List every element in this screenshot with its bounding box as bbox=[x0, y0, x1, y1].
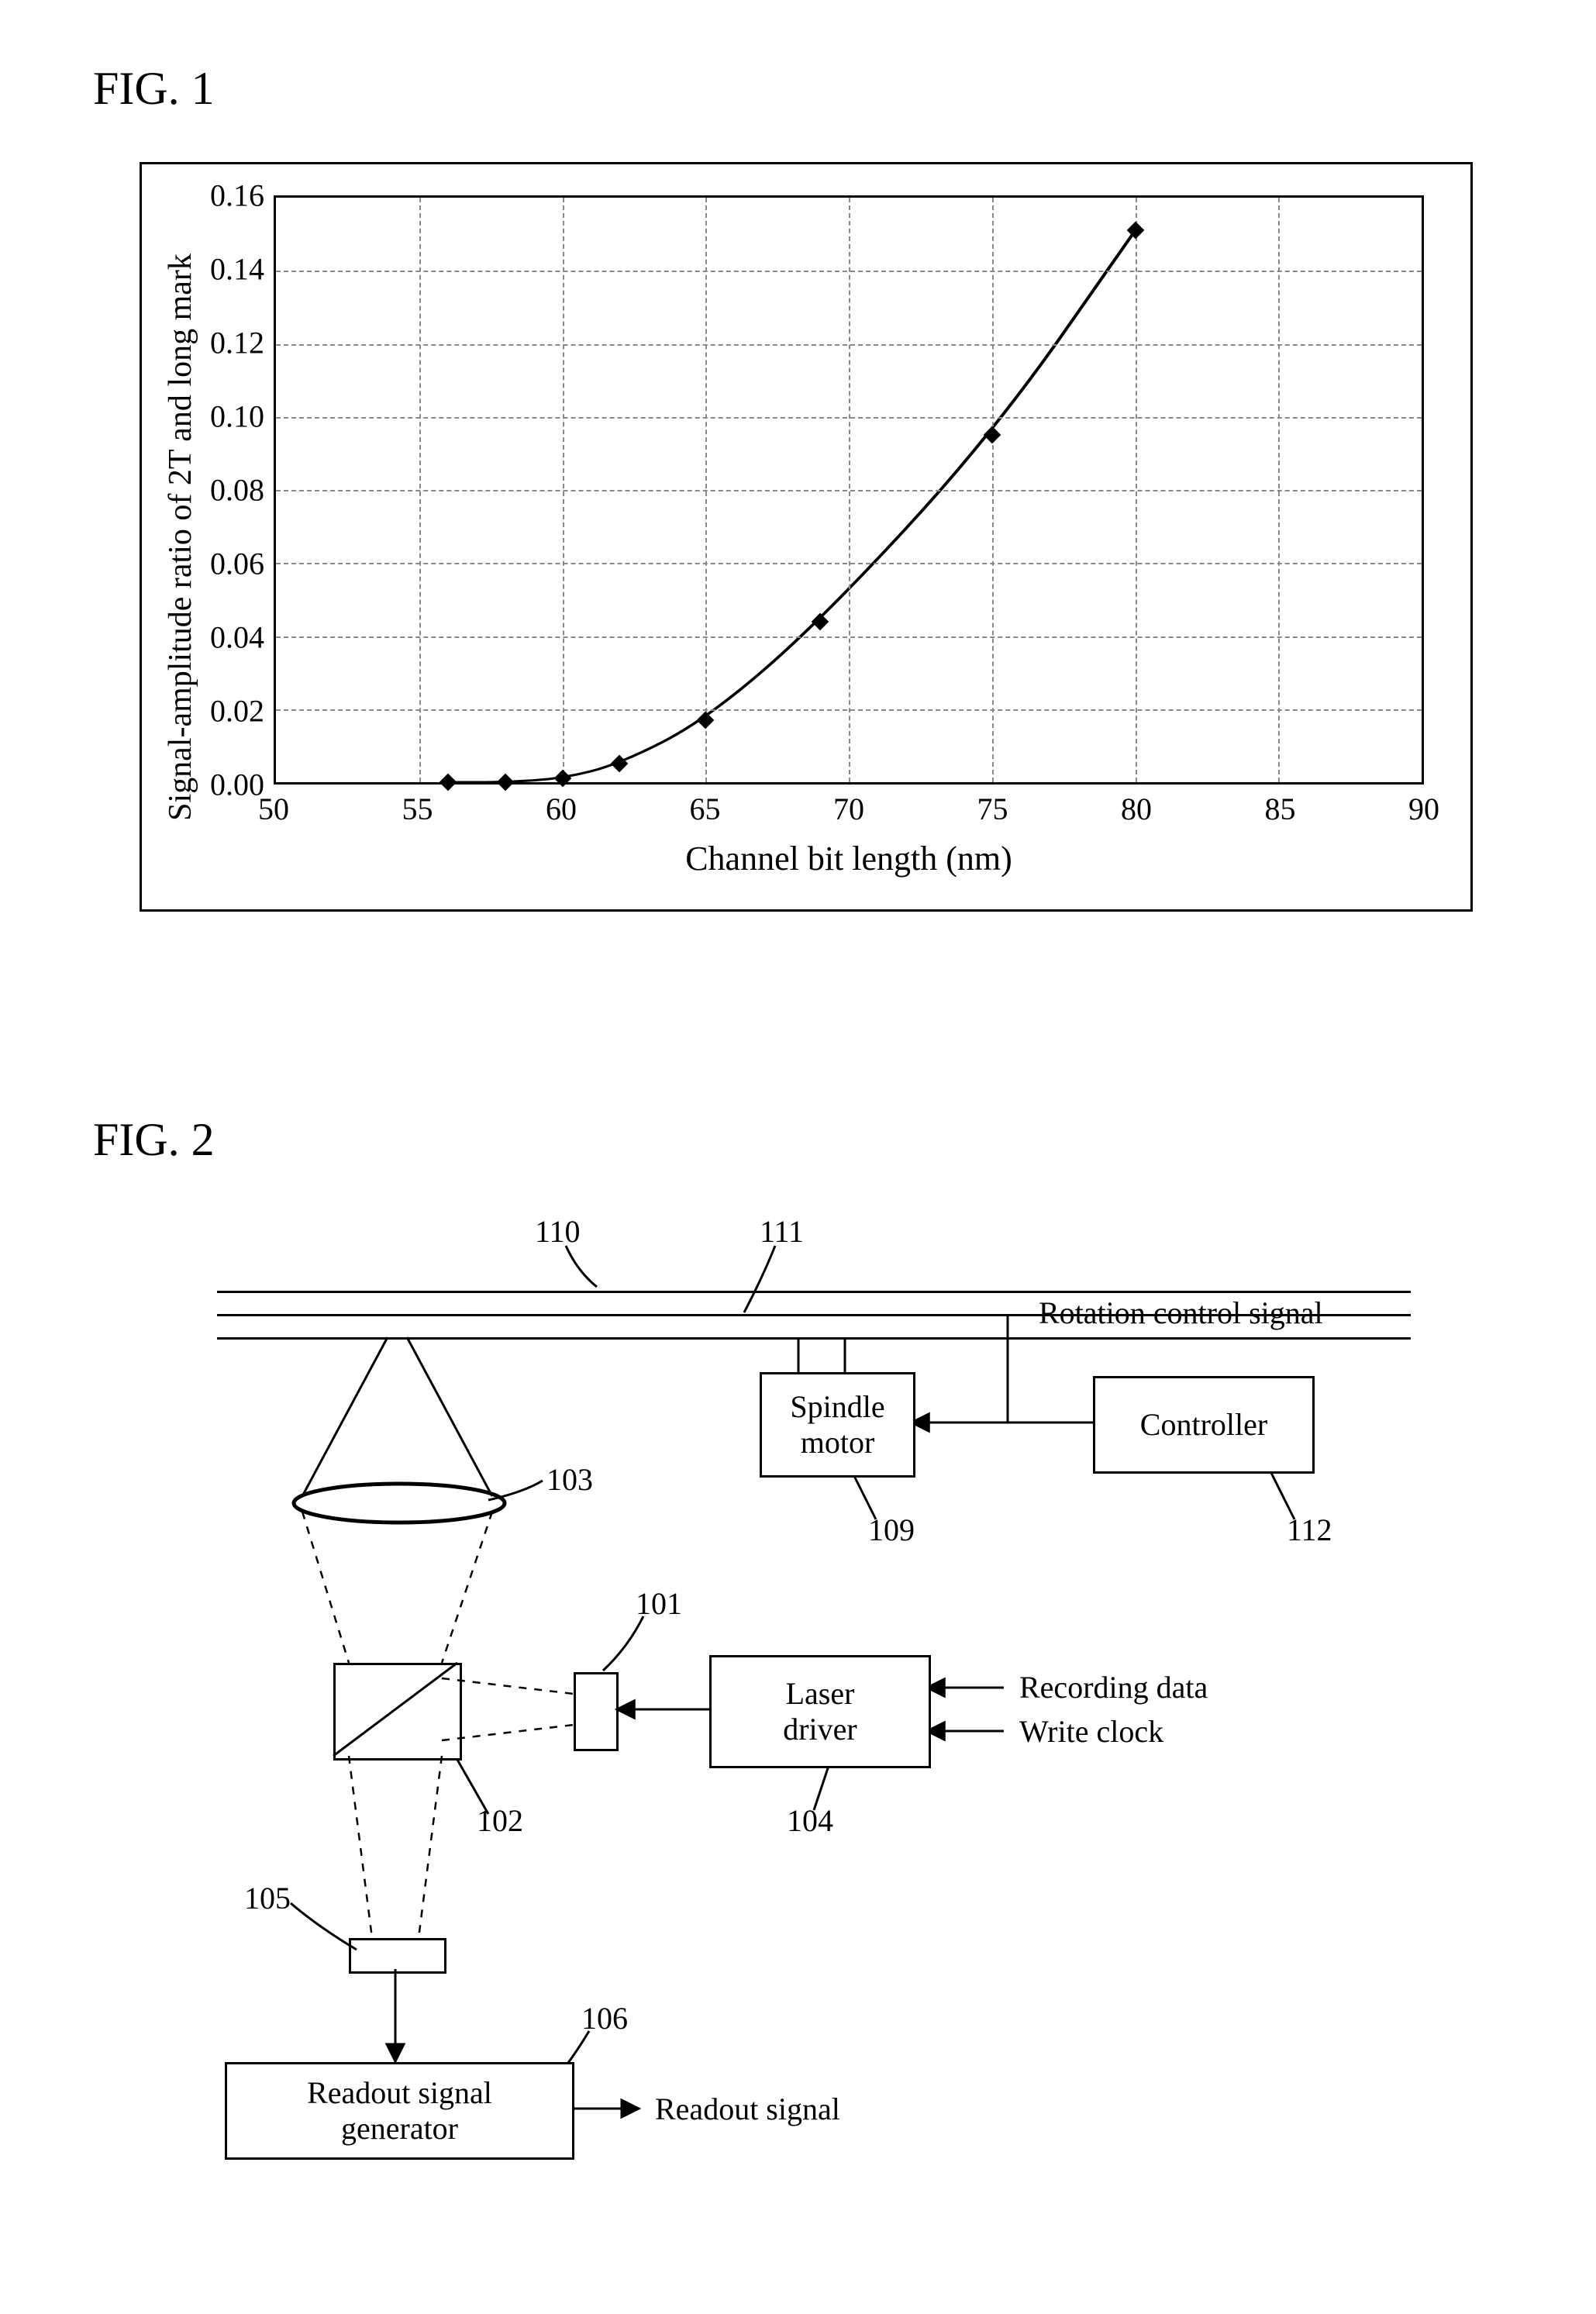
page: FIG. 1 Signal-amplitude ratio of 2T and … bbox=[0, 0, 1596, 2314]
x-axis-label: Channel bit length (nm) bbox=[274, 839, 1424, 878]
gridline-v bbox=[419, 198, 421, 782]
y-ticks: 0.000.020.040.060.080.100.120.140.16 bbox=[196, 195, 274, 785]
y-axis-label: Signal-amplitude ratio of 2T and long ma… bbox=[162, 253, 199, 821]
x-tick-label: 75 bbox=[977, 791, 1008, 827]
ref-111: 111 bbox=[760, 1213, 804, 1250]
recording-data-label: Recording data bbox=[1019, 1669, 1208, 1705]
gridline-v bbox=[1136, 198, 1137, 782]
x-tick-label: 60 bbox=[546, 791, 577, 827]
gridline-v bbox=[1278, 198, 1280, 782]
disc-bottom-line bbox=[217, 1337, 1411, 1340]
y-tick-label: 0.14 bbox=[210, 251, 264, 288]
readout-generator-label: Readout signalgenerator bbox=[307, 2075, 492, 2147]
ref-106: 106 bbox=[581, 2000, 628, 2036]
ref-103: 103 bbox=[546, 1461, 593, 1498]
y-tick-label: 0.04 bbox=[210, 619, 264, 656]
ref-102: 102 bbox=[477, 1802, 523, 1839]
beam-splitter bbox=[333, 1663, 462, 1761]
x-tick-label: 50 bbox=[258, 791, 289, 827]
y-tick-label: 0.16 bbox=[210, 178, 264, 214]
figure-2-diagram: Spindlemotor Controller Laserdriver Read… bbox=[101, 1213, 1496, 2221]
y-tick-label: 0.06 bbox=[210, 546, 264, 582]
ref-110: 110 bbox=[535, 1213, 581, 1250]
disc-top-line bbox=[217, 1291, 1411, 1293]
x-tick-label: 70 bbox=[833, 791, 864, 827]
rotation-control-signal-label: Rotation control signal bbox=[1039, 1295, 1323, 1331]
ref-101: 101 bbox=[636, 1585, 682, 1622]
plot-area bbox=[274, 195, 1424, 785]
x-ticks: 505560657075808590 bbox=[274, 785, 1424, 823]
y-tick-label: 0.00 bbox=[210, 767, 264, 803]
x-tick-label: 85 bbox=[1265, 791, 1296, 827]
write-clock-label: Write clock bbox=[1019, 1713, 1163, 1750]
y-tick-label: 0.12 bbox=[210, 325, 264, 361]
ref-104: 104 bbox=[787, 1802, 833, 1839]
ref-105: 105 bbox=[244, 1880, 291, 1916]
readout-signal-label: Readout signal bbox=[655, 2091, 840, 2127]
gridline-v bbox=[849, 198, 850, 782]
controller-label: Controller bbox=[1140, 1407, 1267, 1443]
y-tick-label: 0.02 bbox=[210, 693, 264, 729]
ylabel-column: Signal-amplitude ratio of 2T and long ma… bbox=[165, 519, 196, 556]
y-tick-label: 0.08 bbox=[210, 472, 264, 509]
laser-diode bbox=[574, 1672, 619, 1751]
y-tick-label: 0.10 bbox=[210, 398, 264, 435]
ref-109: 109 bbox=[868, 1512, 915, 1548]
objective-lens-icon bbox=[291, 1481, 508, 1526]
readout-generator-box: Readout signalgenerator bbox=[225, 2062, 574, 2160]
photodetector bbox=[349, 1938, 446, 1974]
data-curve bbox=[448, 230, 1136, 782]
gridline-v bbox=[563, 198, 564, 782]
gridline-v bbox=[705, 198, 707, 782]
plot-row-inner: 0.000.020.040.060.080.100.120.140.16 bbox=[196, 195, 1424, 785]
plot-column: 0.000.020.040.060.080.100.120.140.16 505… bbox=[196, 195, 1424, 878]
x-tick-label: 55 bbox=[402, 791, 433, 827]
spindle-motor-label: Spindlemotor bbox=[790, 1389, 884, 1460]
x-tick-label: 65 bbox=[690, 791, 721, 827]
x-tick-label: 80 bbox=[1121, 791, 1152, 827]
controller-box: Controller bbox=[1093, 1376, 1315, 1474]
figure-1-chart-box: Signal-amplitude ratio of 2T and long ma… bbox=[140, 162, 1473, 912]
figure-2-title: FIG. 2 bbox=[93, 1113, 1503, 1167]
laser-driver-label: Laserdriver bbox=[783, 1676, 857, 1747]
spindle-motor-box: Spindlemotor bbox=[760, 1372, 915, 1478]
chart-row: Signal-amplitude ratio of 2T and long ma… bbox=[165, 195, 1424, 878]
laser-driver-box: Laserdriver bbox=[709, 1655, 931, 1768]
ref-112: 112 bbox=[1287, 1512, 1332, 1548]
gridline-v bbox=[992, 198, 994, 782]
x-tick-label: 90 bbox=[1408, 791, 1439, 827]
figure-1-title: FIG. 1 bbox=[93, 62, 1503, 116]
